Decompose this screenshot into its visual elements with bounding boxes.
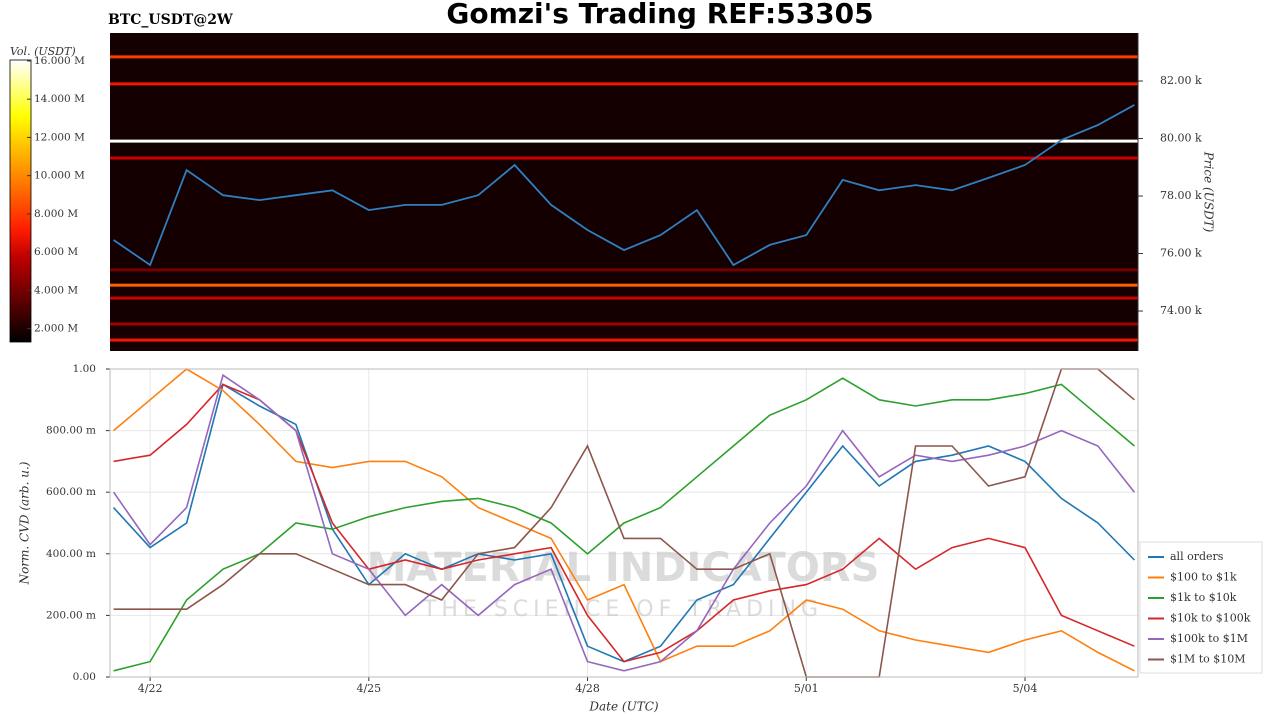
legend-box (1139, 541, 1263, 674)
x-tick-label: 4/22 (138, 682, 163, 695)
colorbar-tick-label: 2.000 M (34, 323, 78, 335)
legend-label: $100 to $1k (1170, 571, 1237, 584)
y-tick-label: 0.00 (73, 671, 96, 683)
y-axis-label: Norm. CVD (arb. u.) (18, 461, 32, 585)
colorbar (9, 59, 32, 343)
watermark: MATERIAL INDICATORS (367, 545, 880, 591)
x-axis-label: Date (UTC) (588, 700, 658, 714)
legend-label: all orders (1170, 550, 1224, 563)
y-tick-label: 76.00 k (1160, 247, 1202, 260)
legend-label: $1k to $10k (1170, 591, 1237, 604)
y-tick-label: 200.00 m (46, 609, 96, 621)
legend-label: $100k to $1M (1170, 632, 1248, 645)
watermark: THE SCIENCE OF TRADING (422, 597, 823, 622)
legend-label: $1M to $10M (1170, 653, 1246, 666)
colorbar-tick-label: 8.000 M (34, 208, 78, 220)
cvd-line (113, 377, 1135, 672)
symbol-label: BTC_USDT@2W (108, 12, 233, 28)
heatmap-background (110, 33, 1138, 351)
heatmap-level (110, 322, 1138, 326)
cvd-line (113, 368, 1135, 678)
heatmap-level (110, 338, 1138, 342)
x-tick-label: 5/01 (794, 682, 819, 695)
heatmap-level (110, 55, 1138, 59)
y-axis-label: Price (USDT) (1202, 151, 1216, 233)
colorbar-tick-label: 12.000 M (34, 131, 85, 143)
heatmap-level (110, 139, 1138, 143)
y-tick-label: 78.00 k (1160, 189, 1202, 202)
y-tick-label: 400.00 m (46, 548, 96, 560)
plot-frame (109, 368, 1139, 678)
x-tick-label: 4/25 (356, 682, 381, 695)
y-tick-label: 800.00 m (46, 425, 96, 437)
y-tick-label: 82.00 k (1160, 74, 1202, 87)
heatmap-level (110, 156, 1138, 160)
colorbar-label: Vol. (USDT) (10, 45, 76, 58)
heatmap-level (110, 82, 1138, 86)
chart-title: Gomzi's Trading REF:53305 (446, 0, 873, 30)
y-tick-label: 600.00 m (46, 486, 96, 498)
heatmap-level (110, 296, 1138, 300)
heatmap-level (110, 283, 1138, 287)
x-tick-label: 5/04 (1013, 682, 1038, 695)
colorbar-tick-label: 10.000 M (34, 170, 85, 182)
y-tick-label: 80.00 k (1160, 132, 1202, 145)
colorbar-tick-label: 6.000 M (34, 246, 78, 258)
cvd-line (113, 368, 1135, 672)
y-tick-label: 1.00 (73, 363, 96, 375)
y-tick-label: 74.00 k (1160, 304, 1202, 317)
legend-label: $10k to $100k (1170, 612, 1251, 625)
colorbar-tick-label: 14.000 M (34, 93, 85, 105)
heatmap-level (110, 268, 1138, 272)
x-tick-label: 4/28 (575, 682, 600, 695)
price-line (113, 104, 1135, 267)
colorbar-tick-label: 4.000 M (34, 284, 78, 296)
colorbar-tick-label: 16.000 M (34, 55, 85, 67)
